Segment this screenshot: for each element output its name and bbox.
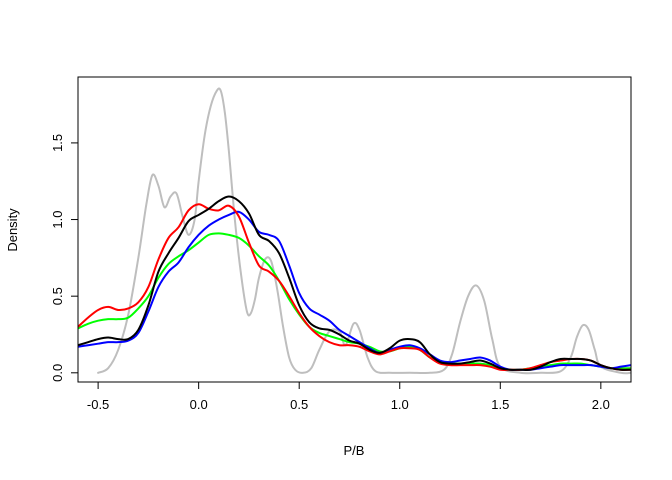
y-tick-label: 1.5: [50, 134, 65, 152]
y-tick-label: 1.0: [50, 210, 65, 228]
y-axis: 0.0 0.5 1.0 1.5: [50, 134, 79, 382]
x-axis-title: P/B: [344, 443, 365, 458]
x-tick-label: -0.5: [87, 397, 109, 412]
density-curve-4: [78, 203, 631, 371]
x-tick-label: 2.0: [592, 397, 610, 412]
y-tick-label: 0.5: [50, 287, 65, 305]
series-layer: [78, 87, 631, 375]
density-curve-3: [78, 210, 631, 371]
x-tick-label: 0.0: [190, 397, 208, 412]
y-tick-label: 0.0: [50, 364, 65, 382]
plot-box: [77, 76, 632, 383]
x-axis: -0.5 0.0 0.5 1.0 1.5 2.0: [87, 381, 610, 412]
y-axis-title: Density: [5, 208, 20, 252]
density-curve-1: [97, 87, 631, 375]
x-tick-label: 1.5: [491, 397, 509, 412]
x-tick-label: 1.0: [391, 397, 409, 412]
x-tick-label: 0.5: [290, 397, 308, 412]
density-curve-5: [78, 195, 631, 371]
